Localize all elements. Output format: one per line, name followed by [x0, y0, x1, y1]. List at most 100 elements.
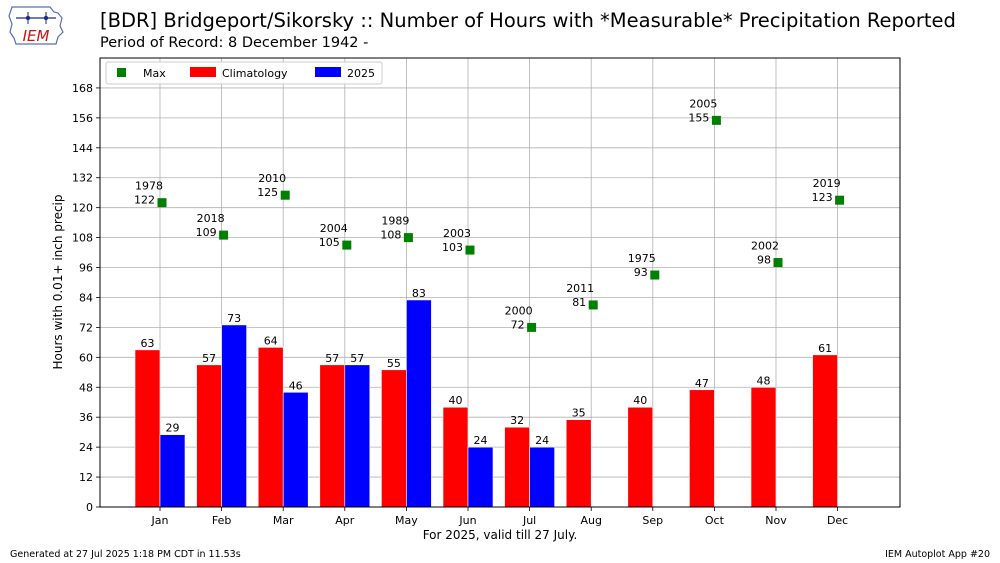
x-tick-label: May	[395, 514, 418, 527]
current-year-value-label: 73	[227, 312, 241, 325]
max-value-label: 125	[257, 186, 278, 199]
current-year-bar	[467, 446, 494, 508]
y-tick-label: 0	[86, 501, 93, 514]
x-tick-label: Sep	[642, 514, 663, 527]
max-year-label: 2018	[197, 212, 225, 225]
y-tick-label: 132	[72, 172, 93, 185]
max-year-label: 2000	[505, 304, 533, 317]
current-year-value-label: 57	[350, 352, 364, 365]
max-value-label: 123	[812, 191, 833, 204]
current-year-value-label: 24	[474, 434, 488, 447]
climatology-value-label: 63	[141, 337, 155, 350]
iem-logo: IEM	[8, 6, 64, 45]
max-marker	[403, 233, 413, 243]
max-year-label: 2003	[443, 227, 471, 240]
max-marker	[773, 258, 783, 268]
max-value-label: 109	[196, 226, 217, 239]
climatology-bar	[381, 369, 407, 508]
legend-box	[105, 61, 383, 85]
climatology-bar	[196, 364, 222, 508]
y-tick-label: 168	[72, 82, 93, 95]
axes: 0 12 24 36 48 60 72 84 96 108 120 132 144 156 168 Jan Fe…	[72, 57, 901, 527]
max-value-label: 72	[511, 318, 525, 331]
current-year-value-label: 29	[166, 422, 180, 435]
y-tick-label: 144	[72, 142, 93, 155]
x-tick-label: Jul	[522, 514, 536, 527]
legend-climatology-label: Climatology	[222, 67, 288, 80]
x-tick-label: Feb	[212, 514, 231, 527]
max-value-label: 93	[634, 266, 648, 279]
max-value-label: 103	[442, 241, 463, 254]
bars	[134, 115, 845, 508]
climatology-value-label: 55	[387, 357, 401, 370]
max-year-label: 2011	[566, 282, 594, 295]
max-value-label: 155	[688, 111, 709, 124]
climatology-bar	[134, 349, 161, 508]
climatology-bar	[442, 406, 469, 508]
max-marker	[219, 230, 229, 240]
max-marker	[650, 270, 660, 280]
legend-climatology-swatch	[190, 67, 216, 77]
y-tick-label: 72	[79, 321, 93, 334]
climatology-value-label: 57	[202, 352, 216, 365]
climatology-bar	[627, 406, 654, 508]
x-tick-label: Jun	[458, 514, 476, 527]
current-year-bar	[282, 391, 309, 508]
app-footer: IEM Autoplot App #20	[885, 549, 990, 560]
max-value-label: 108	[380, 229, 401, 242]
y-tick-label: 12	[79, 471, 93, 484]
y-tick-label: 120	[72, 202, 93, 215]
x-tick-label: Mar	[273, 514, 294, 527]
chart-subtitle: Period of Record: 8 December 1942 -	[100, 35, 369, 51]
max-year-label: 1989	[381, 215, 409, 228]
y-tick-label: 48	[79, 381, 93, 394]
legend-current-swatch	[315, 67, 341, 77]
y-tick-label: 156	[72, 112, 93, 125]
legend-max-swatch	[117, 68, 126, 77]
max-value-label: 98	[757, 254, 771, 267]
chart-title: [BDR] Bridgeport/Sikorsky :: Number of H…	[100, 9, 956, 32]
climatology-value-label: 40	[449, 394, 463, 407]
climatology-value-label: 48	[757, 374, 771, 387]
climatology-value-label: 32	[510, 414, 524, 427]
max-year-label: 1978	[135, 180, 163, 193]
max-year-label: 2005	[689, 97, 717, 110]
legend-current-label: 2025	[347, 67, 375, 80]
data-labels: 63 57 64 57 55 40 32 35 40 47 48 61 29 73 46 57 83 24 24 19…	[134, 97, 841, 447]
max-marker	[711, 115, 721, 125]
x-tick-label: Dec	[827, 514, 848, 527]
climatology-bar	[257, 347, 284, 508]
current-year-bar	[221, 324, 247, 508]
logo-text: IEM	[23, 27, 50, 45]
max-marker	[342, 240, 352, 250]
y-tick-label: 96	[79, 262, 93, 275]
generated-footer: Generated at 27 Jul 2025 1:18 PM CDT in …	[10, 549, 241, 560]
y-tick-label: 24	[79, 441, 93, 454]
current-year-bar	[406, 299, 432, 508]
max-marker	[280, 190, 290, 200]
y-tick-label: 108	[72, 232, 93, 245]
max-marker	[157, 198, 167, 208]
y-tick-label: 36	[79, 411, 93, 424]
climatology-value-label: 35	[572, 407, 586, 420]
x-tick-label: Apr	[335, 514, 355, 527]
climatology-value-label: 64	[264, 334, 278, 347]
current-year-bar	[344, 364, 371, 508]
max-marker	[465, 245, 475, 255]
climatology-bar	[565, 419, 592, 508]
current-year-value-label: 46	[289, 379, 303, 392]
climatology-bar	[319, 364, 346, 508]
climatology-value-label: 40	[633, 394, 647, 407]
x-tick-label: Aug	[580, 514, 601, 527]
current-year-value-label: 24	[535, 434, 549, 447]
climatology-value-label: 61	[818, 342, 832, 355]
max-marker	[835, 195, 845, 205]
max-year-label: 2004	[320, 222, 348, 235]
y-axis-label: Hours with 0.01+ inch precip	[51, 194, 65, 370]
climatology-value-label: 47	[695, 377, 709, 390]
x-tick-label: Oct	[705, 514, 725, 527]
legend-max-label: Max	[143, 67, 166, 80]
current-year-value-label: 83	[412, 287, 426, 300]
max-value-label: 105	[319, 236, 340, 249]
